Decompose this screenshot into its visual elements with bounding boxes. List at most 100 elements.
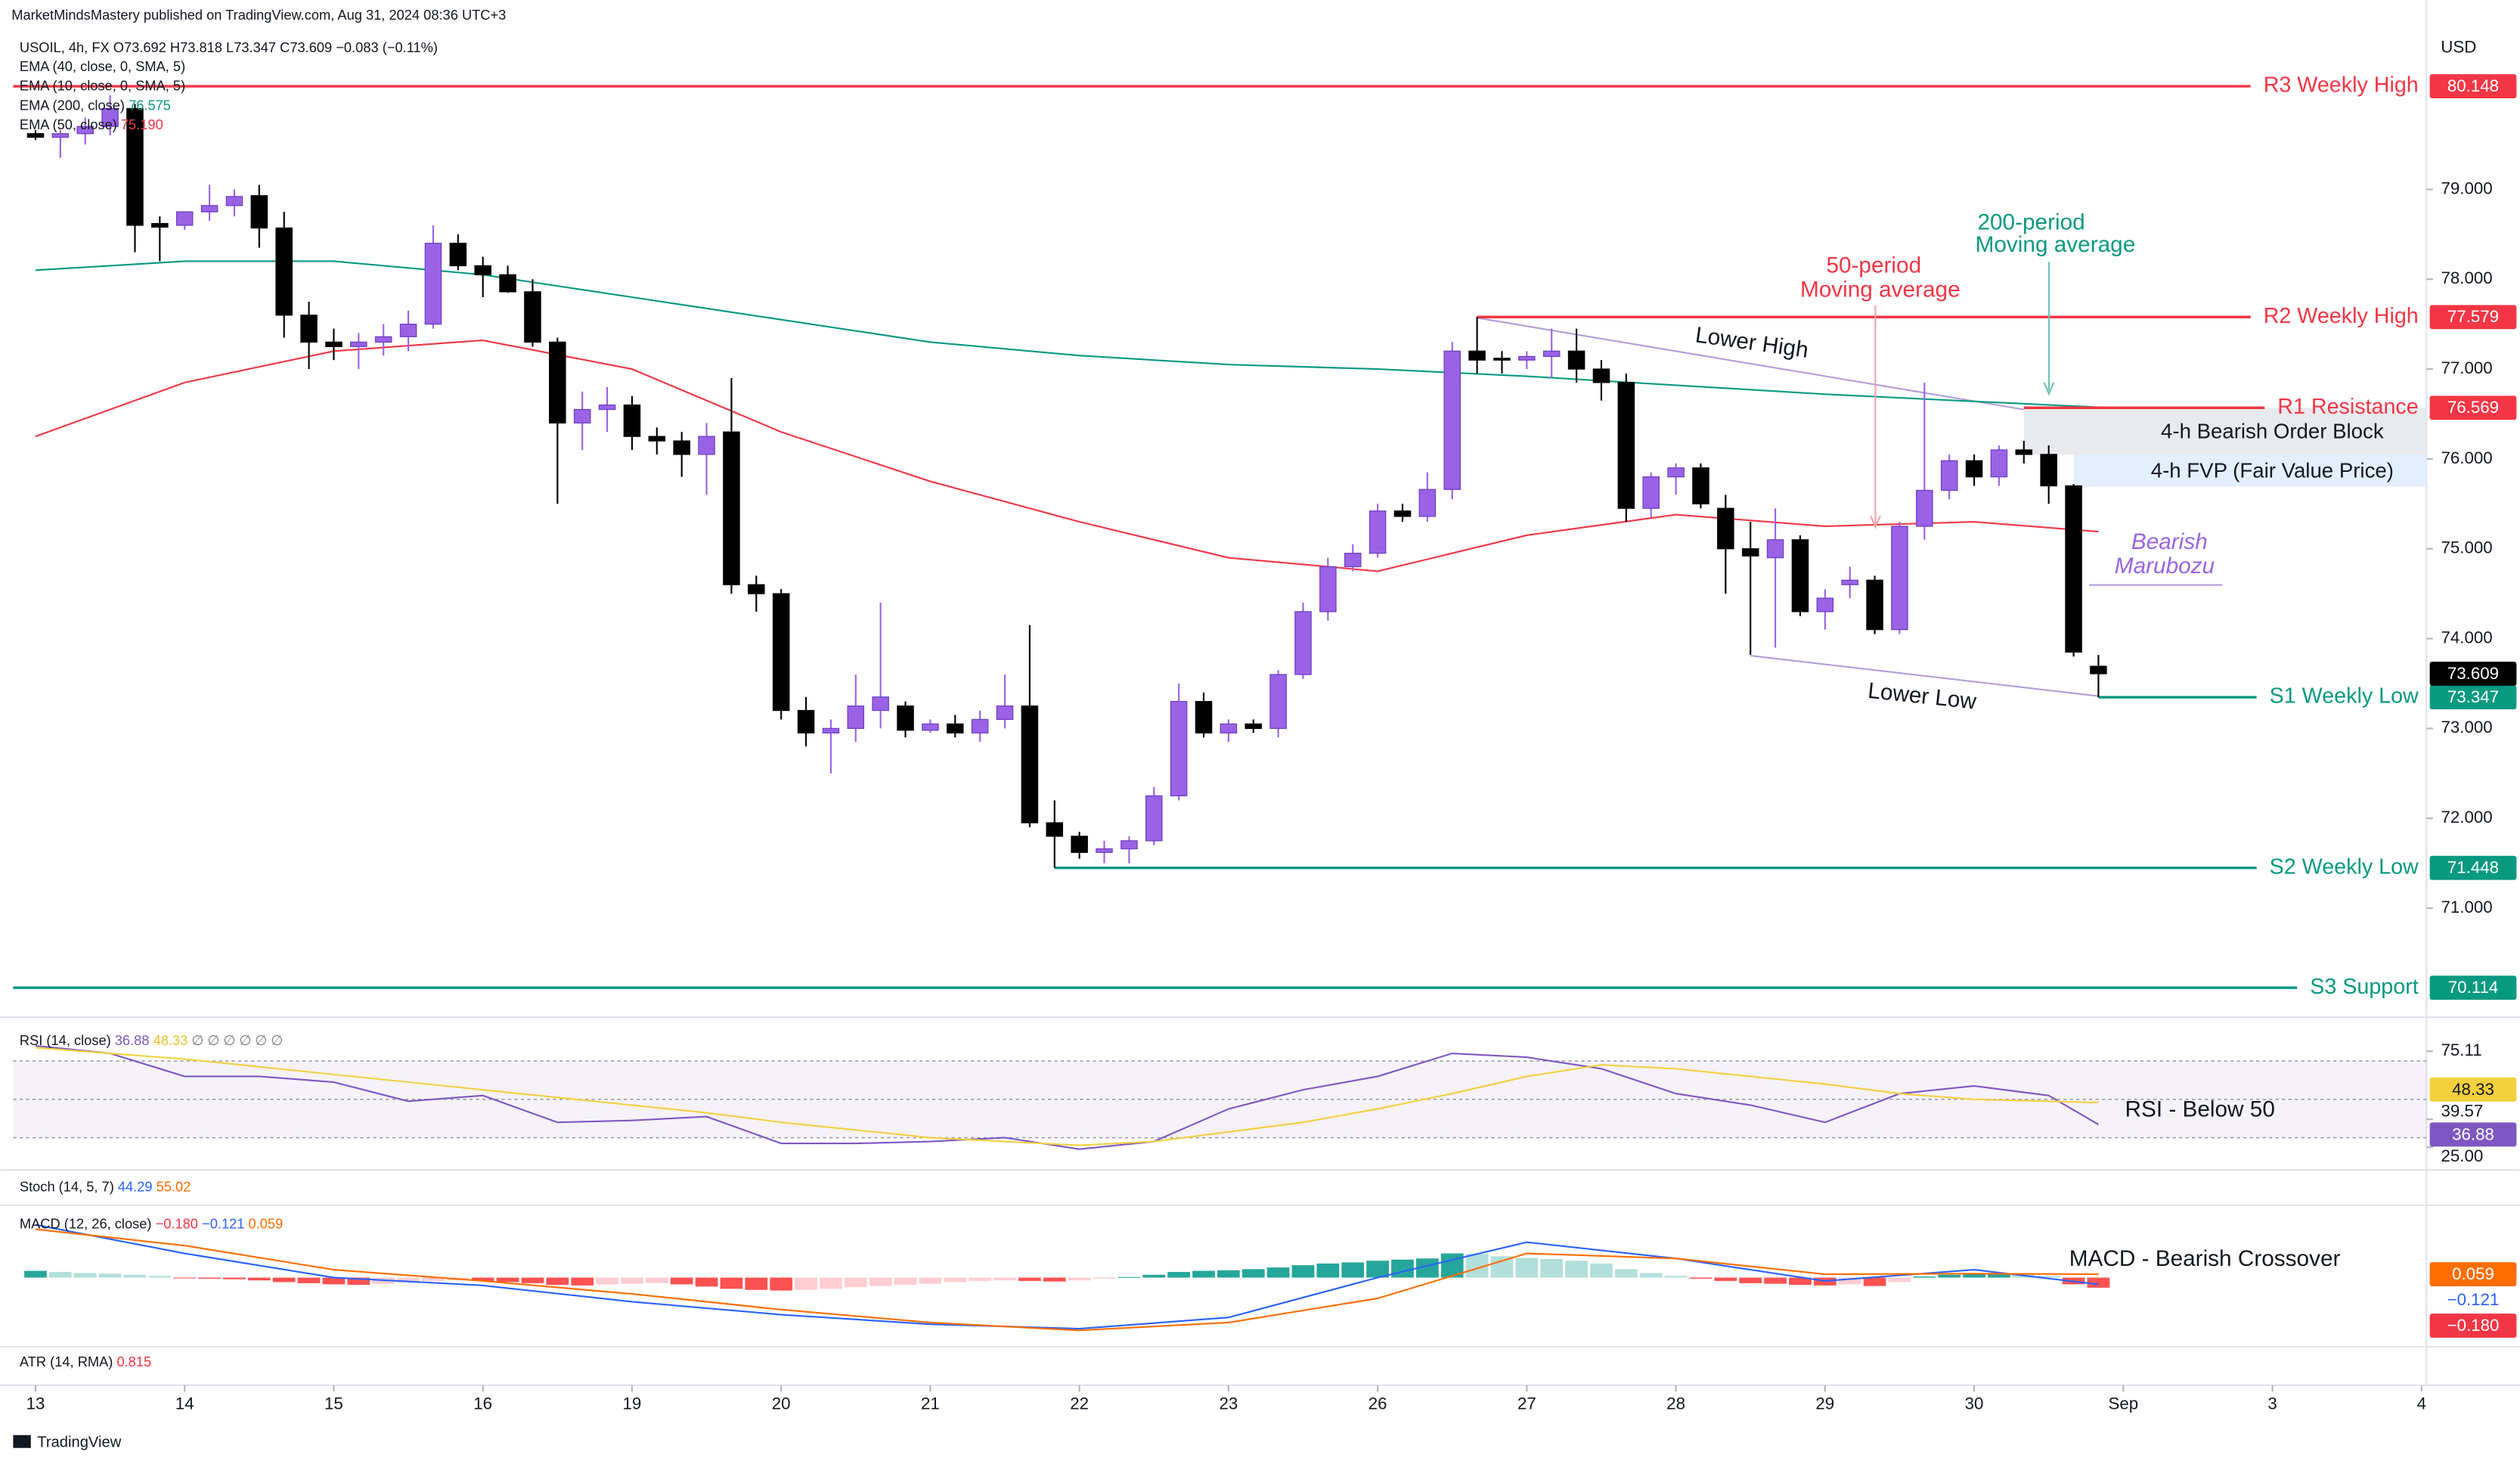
macd-histogram-bar — [1590, 1263, 1613, 1278]
x-tick-label: 22 — [1070, 1394, 1089, 1413]
price-badge-label: 76.569 — [2447, 398, 2499, 417]
candle-body — [26, 133, 45, 138]
x-tick-label: 23 — [1219, 1394, 1238, 1413]
indicator-legend: EMA (200, close) 76.575 — [20, 97, 171, 113]
macd-histogram-bar — [422, 1277, 445, 1281]
macd-histogram-bar — [1689, 1277, 1713, 1279]
candle-body — [524, 291, 541, 343]
macd-histogram-bar — [770, 1277, 793, 1291]
candle-body — [1816, 597, 1834, 613]
price-badge — [2429, 1262, 2517, 1287]
x-tick-label: 30 — [1965, 1394, 1984, 1413]
candle-body — [1692, 467, 1709, 504]
y-tick-label: 79.000 — [2441, 178, 2492, 197]
indicator-value: 0.815 — [116, 1354, 151, 1369]
price-badge-label: −0.180 — [2447, 1316, 2500, 1335]
level-label: S2 Weekly Low — [2270, 855, 2419, 879]
macd-histogram-bar — [1490, 1256, 1514, 1278]
y-tick-label: 75.11 — [2441, 1041, 2481, 1059]
candle-body — [971, 718, 989, 734]
candle-body — [723, 431, 740, 585]
macd-histogram-bar — [1863, 1277, 1886, 1286]
candle-body — [175, 211, 194, 226]
candle-body — [847, 705, 865, 729]
candle-body — [1145, 795, 1163, 842]
candle-body — [947, 723, 964, 734]
candle-body — [1418, 489, 1437, 517]
macd-histogram-bar — [48, 1272, 72, 1278]
macd-histogram-bar — [1241, 1269, 1265, 1278]
candle-body — [549, 341, 566, 423]
macd-histogram-bar — [1391, 1259, 1414, 1278]
macd-line — [35, 1228, 2099, 1332]
arrow-head — [2043, 382, 2055, 396]
candle-body — [1344, 552, 1362, 568]
macd-histogram-bar — [496, 1277, 519, 1283]
candle-body — [1121, 840, 1138, 850]
price-badge-label: 70.114 — [2448, 978, 2499, 997]
indicator-value: 44.29 — [118, 1178, 153, 1194]
candle-body — [1866, 579, 1883, 631]
candle-body — [374, 336, 392, 343]
candle-body — [598, 404, 616, 411]
macd-histogram-bar — [1639, 1273, 1663, 1278]
candle-body — [1393, 510, 1412, 517]
macd-histogram-bar — [1043, 1277, 1066, 1282]
candle-body — [1493, 358, 1511, 361]
candle-body — [673, 440, 690, 455]
candle-body — [1567, 350, 1585, 370]
macd-histogram-bar — [1664, 1276, 1688, 1278]
candle-body — [399, 324, 417, 337]
price-badge — [2429, 1314, 2517, 1338]
indicator-value: 36.88 — [115, 1032, 150, 1048]
x-tick-label: 15 — [324, 1394, 343, 1413]
price-badge — [2429, 975, 2517, 1000]
candle-body — [1916, 489, 1933, 527]
y-tick-label: 76.000 — [2441, 448, 2492, 467]
x-tick-label: 21 — [921, 1394, 940, 1413]
price-badge — [2429, 1288, 2517, 1313]
macd-histogram-bar — [223, 1277, 246, 1279]
annotation: RSI - Below 50 — [2125, 1096, 2274, 1121]
arrow-head — [1870, 515, 1881, 529]
indicator-value: 0.059 — [249, 1215, 284, 1231]
macd-histogram-bar — [397, 1277, 420, 1283]
candle-body — [1468, 350, 1486, 361]
rsi-legend: RSI (14, close) 36.88 48.33 ∅ ∅ ∅ ∅ ∅ ∅ — [20, 1032, 283, 1048]
candle-body — [1021, 705, 1039, 824]
candle-body — [648, 436, 666, 442]
x-tick-label: 27 — [1517, 1394, 1536, 1413]
macd-histogram-bar — [1018, 1277, 1041, 1281]
macd-histogram-bar — [1192, 1270, 1215, 1278]
moving-average — [35, 260, 2099, 408]
macd-histogram-bar — [1913, 1276, 1936, 1278]
indicator-name: RSI (14, close) — [20, 1032, 111, 1048]
macd-histogram-bar — [1938, 1274, 1961, 1278]
candle-body — [225, 196, 243, 206]
macd-histogram-bar — [993, 1277, 1016, 1281]
macd-histogram-bar — [198, 1277, 221, 1279]
indicator-value: 75.190 — [121, 116, 163, 132]
indicator-name: Stoch (14, 5, 7) — [20, 1178, 114, 1194]
macd-histogram-bar — [1789, 1277, 1812, 1286]
trendline — [1477, 317, 2024, 411]
candle-body — [1717, 507, 1734, 550]
macd-histogram-bar — [1093, 1277, 1116, 1279]
y-tick-label: 74.000 — [2441, 628, 2492, 647]
price-badge — [2429, 855, 2517, 880]
candle-body — [1891, 526, 1908, 631]
currency: USD — [2441, 38, 2476, 57]
y-tick-label: 39.57 — [2441, 1101, 2483, 1120]
level-label: R3 Weekly High — [2264, 73, 2419, 98]
macd-histogram-bar — [596, 1277, 618, 1285]
macd-histogram-bar — [844, 1277, 867, 1288]
indicator-name: ATR (14, RMA) — [20, 1354, 113, 1369]
zone — [2073, 454, 2427, 487]
candle-body — [623, 404, 641, 437]
macd-histogram-bar — [720, 1277, 743, 1289]
macd-histogram-bar — [1316, 1263, 1340, 1278]
macd-histogram-bar — [571, 1277, 594, 1286]
price-badge-label: 0.059 — [2452, 1264, 2494, 1283]
